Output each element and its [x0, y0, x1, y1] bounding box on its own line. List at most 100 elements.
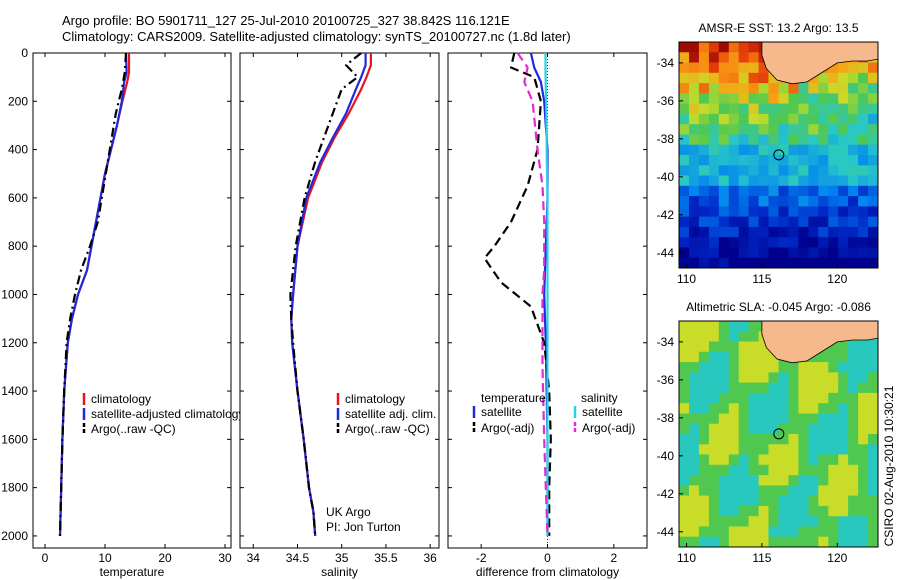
heatmap-cell: [788, 196, 799, 207]
series-line-salinity-satellite: [544, 53, 549, 536]
land-mass: [761, 321, 878, 364]
heatmap-cell: [708, 505, 720, 517]
heatmap-cell: [868, 206, 878, 218]
heatmap-cell: [708, 321, 720, 332]
heatmap-cell: [698, 382, 710, 394]
heatmap-cell: [748, 505, 760, 517]
heatmap-cell: [868, 72, 878, 84]
heatmap-cell: [868, 434, 878, 445]
heatmap-cell: [698, 485, 710, 497]
heatmap-cell: [698, 403, 710, 415]
heatmap-cell: [778, 206, 789, 218]
heatmap-cell: [808, 403, 819, 415]
heatmap-cell: [679, 62, 690, 74]
heatmap-cell: [728, 165, 740, 177]
heatmap-cell: [718, 475, 730, 486]
heatmap-cell: [708, 485, 720, 497]
heatmap-cell: [698, 464, 710, 476]
heatmap-cell: [708, 42, 720, 53]
series-line-salinity-argo-adj-: [516, 52, 549, 536]
heatmap-cell: [828, 62, 839, 74]
heatmap-cell: [679, 196, 690, 207]
heatmap-cell: [748, 485, 760, 497]
legend-entry: satellite: [481, 405, 522, 419]
x-tick-label: 0: [42, 551, 49, 565]
heatmap-cell: [728, 113, 740, 125]
heatmap-cell: [818, 372, 829, 384]
heatmap-cell: [738, 516, 750, 528]
legend-entry: satellite-adjusted climatology: [91, 407, 244, 421]
heatmap-cell: [808, 257, 819, 268]
heatmap-cell: [689, 413, 700, 425]
heatmap-cell: [838, 124, 849, 136]
heatmap-cell: [818, 134, 829, 146]
heatmap-cell: [698, 216, 710, 228]
heatmap-cell: [708, 83, 720, 94]
heatmap-cell: [728, 257, 740, 268]
heatmap-cell: [728, 247, 740, 259]
heatmap-cell: [689, 351, 700, 363]
heatmap-cell: [778, 444, 789, 456]
heatmap-cell: [868, 196, 878, 207]
heatmap-cell: [738, 52, 750, 64]
heatmap-cell: [748, 403, 760, 415]
heatmap-cell: [748, 413, 760, 425]
heatmap-cell: [679, 257, 690, 268]
heatmap-cell: [748, 124, 760, 136]
heatmap-cell: [798, 226, 809, 238]
heatmap-cell: [868, 124, 878, 136]
y-tick-label: 1000: [1, 287, 28, 301]
heatmap-cell: [838, 526, 849, 538]
heatmap-cell: [679, 52, 690, 64]
x-tick-label: 30: [218, 551, 232, 565]
heatmap-cell: [848, 392, 859, 404]
heatmap-cell: [698, 155, 710, 166]
heatmap-cell: [758, 516, 770, 528]
heatmap-cell: [828, 495, 839, 507]
heatmap-cell: [798, 362, 809, 373]
heatmap-cell: [738, 526, 750, 538]
heatmap-cell: [708, 331, 720, 343]
x-tick-label: 2: [610, 551, 617, 565]
heatmap-cell: [738, 485, 750, 497]
heatmap-cell: [748, 113, 760, 125]
heatmap-cell: [679, 247, 690, 259]
heatmap-cell: [788, 382, 799, 394]
heatmap-cell: [748, 226, 760, 238]
x-tick-label: 10: [98, 551, 112, 565]
heatmap-cell: [738, 475, 750, 486]
heatmap-cell: [708, 392, 720, 404]
heatmap-cell: [748, 423, 760, 435]
heatmap-cell: [689, 331, 700, 343]
heatmap-cell: [808, 175, 819, 187]
heatmap-cell: [698, 83, 710, 94]
heatmap-cell: [768, 434, 779, 445]
heatmap-cell: [828, 196, 839, 207]
heatmap-cell: [808, 83, 819, 94]
heatmap-cell: [788, 454, 799, 466]
heatmap-cell: [838, 475, 849, 486]
heatmap-cell: [718, 403, 730, 415]
heatmap-cell: [679, 526, 690, 538]
heatmap-cell: [848, 485, 859, 497]
heatmap-cell: [868, 475, 878, 486]
heatmap-cell: [868, 526, 878, 538]
heatmap-cell: [798, 134, 809, 146]
heatmap-cell: [838, 83, 849, 94]
heatmap-cell: [798, 83, 809, 94]
heatmap-cell: [728, 206, 740, 218]
heatmap-cell: [838, 516, 849, 528]
heatmap-cell: [738, 257, 750, 268]
heatmap-cell: [768, 196, 779, 207]
y-tick-label: -40: [657, 449, 675, 463]
heatmap-cell: [838, 505, 849, 517]
heatmap-cell: [718, 495, 730, 507]
heatmap-cell: [689, 124, 700, 136]
heatmap-cell: [748, 464, 760, 476]
heatmap-cell: [868, 403, 878, 415]
heatmap-cell: [778, 423, 789, 435]
heatmap-cell: [768, 475, 779, 486]
heatmap-cell: [718, 134, 730, 146]
heatmap-cell: [838, 206, 849, 218]
